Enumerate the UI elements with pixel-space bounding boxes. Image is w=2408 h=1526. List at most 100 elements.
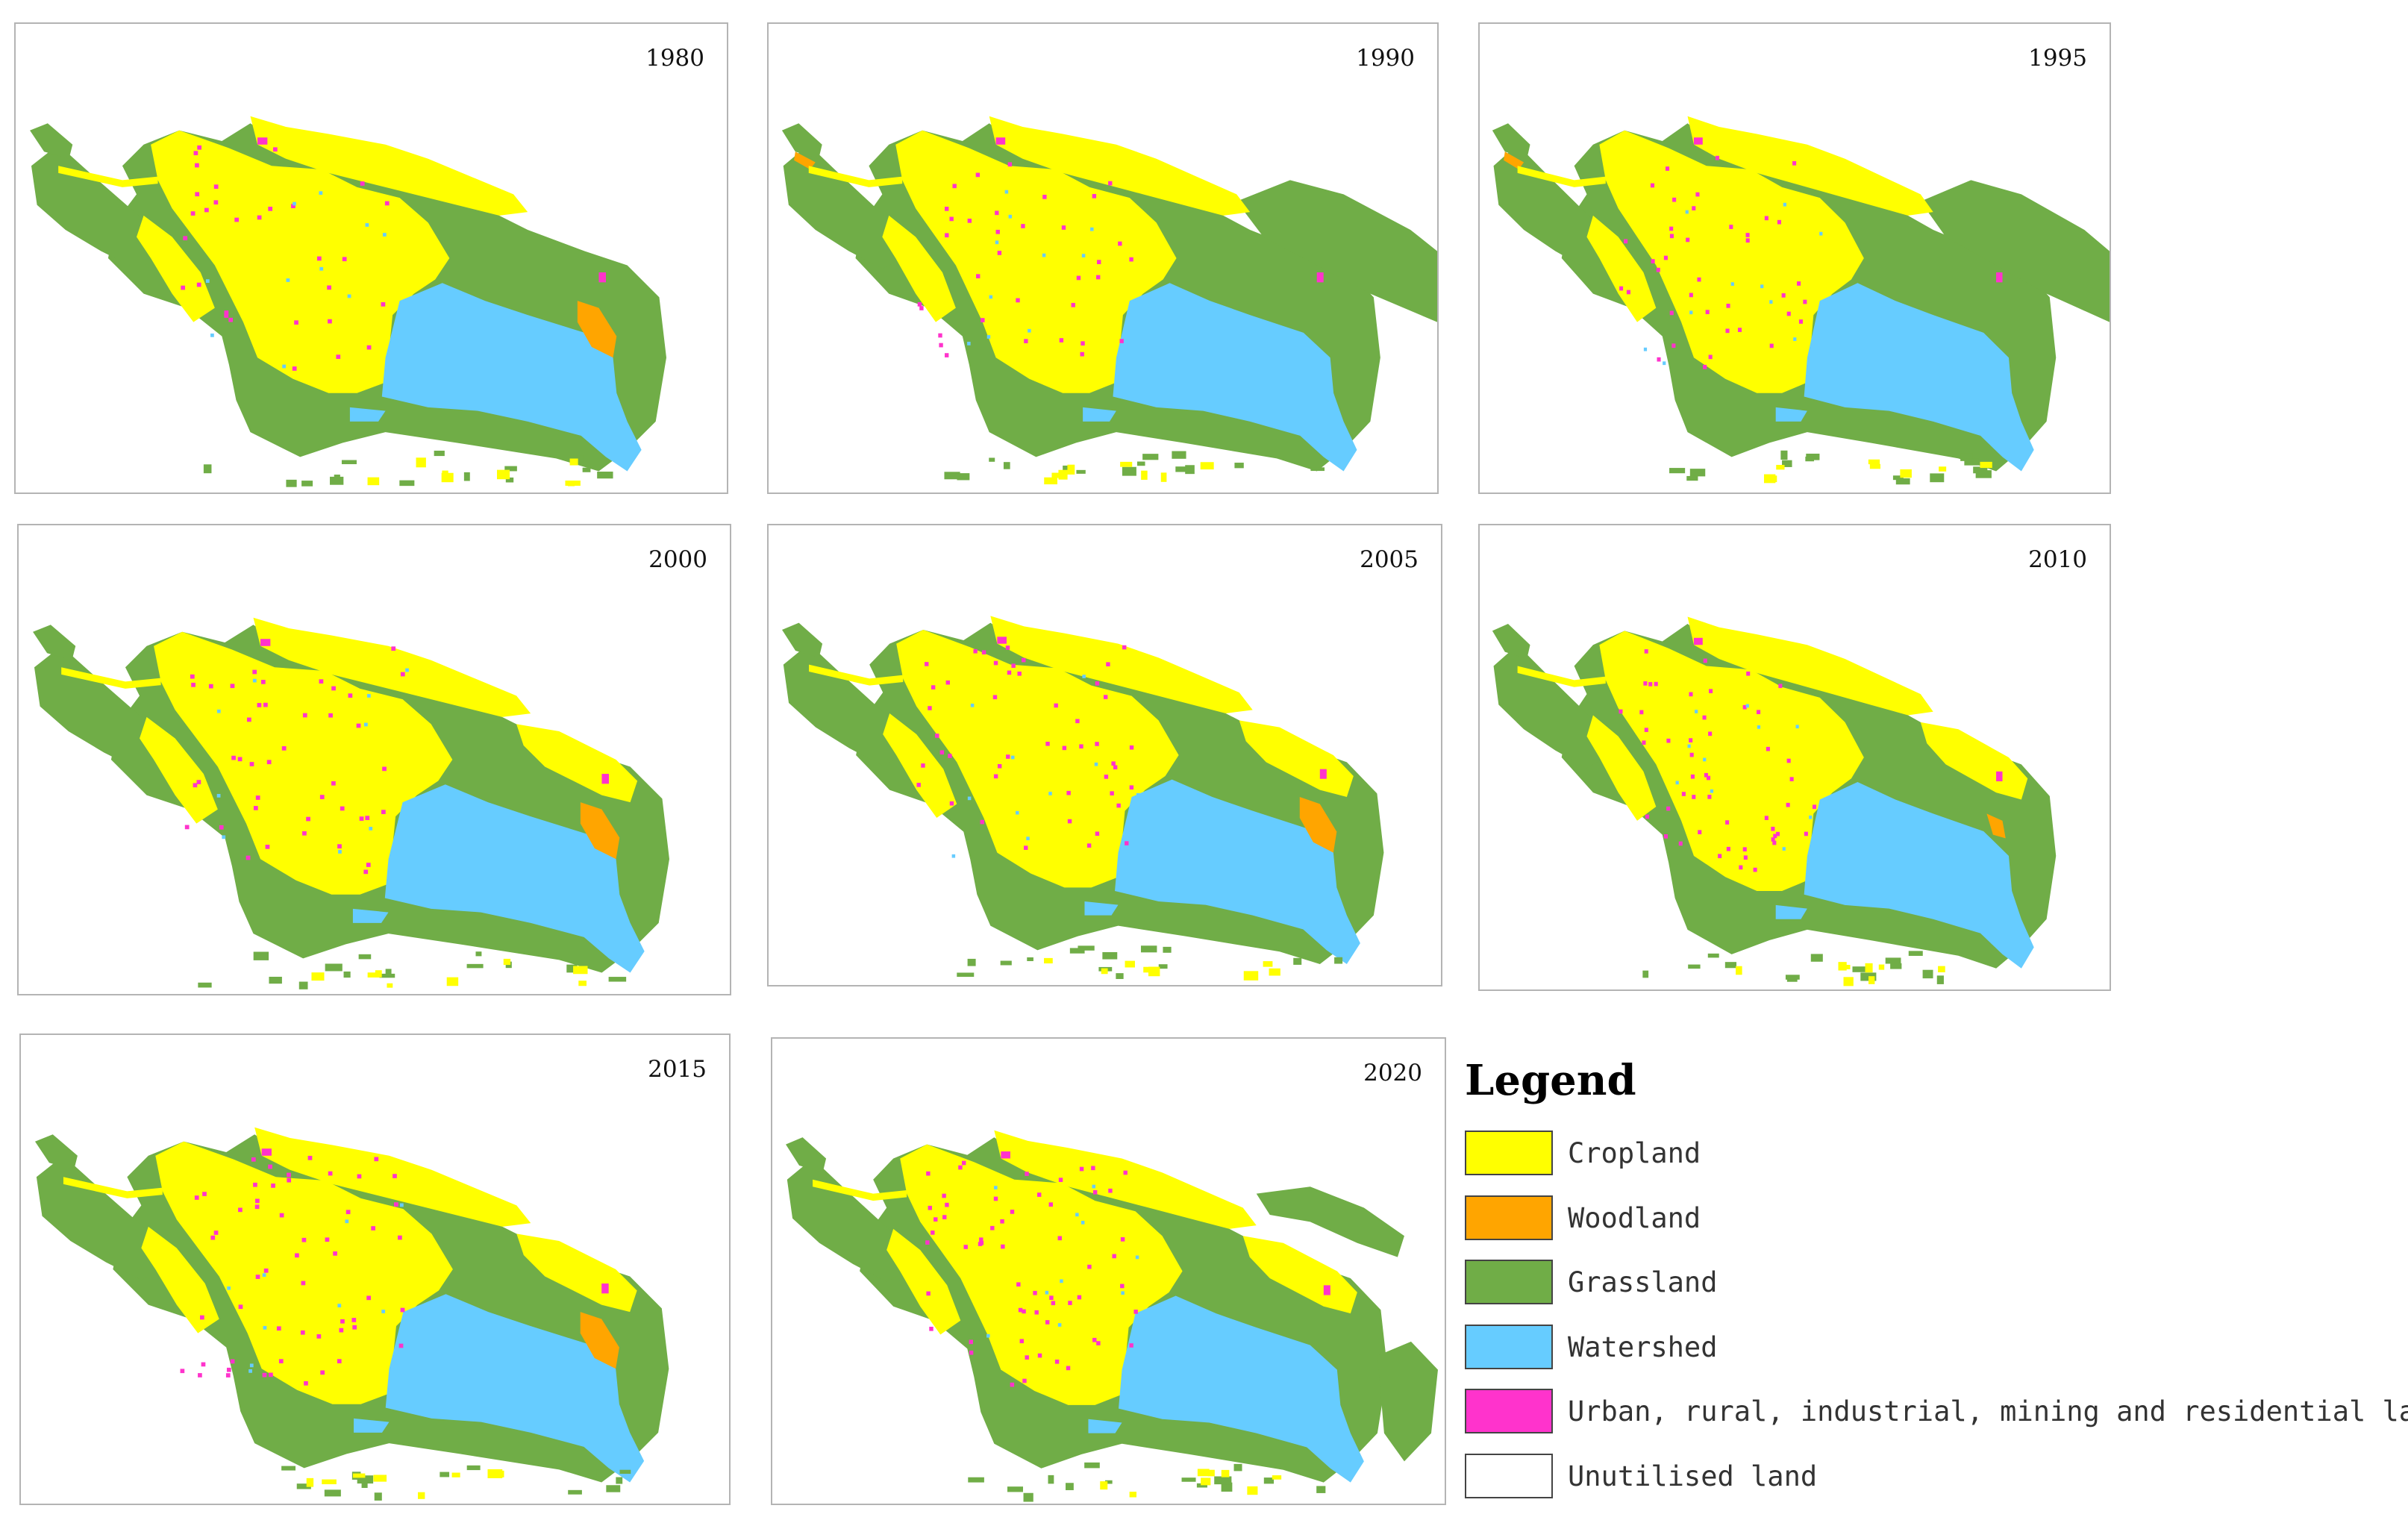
urban-patch [1034, 1310, 1039, 1315]
urban-patch [945, 207, 949, 211]
urban-patch [1746, 671, 1751, 676]
grassland-patch [1724, 962, 1737, 969]
urban-patch [1725, 820, 1730, 825]
urban-patch [1129, 1343, 1133, 1348]
urban-patch [1626, 290, 1630, 295]
watershed-speck [1757, 725, 1761, 729]
grassland-patch [1140, 945, 1157, 953]
urban-patch [1656, 267, 1660, 272]
legend-label: Grassland [1568, 1266, 1718, 1298]
urban-patch [1715, 155, 1719, 160]
urban-patch [356, 723, 361, 728]
cropland-patch [569, 458, 578, 466]
urban-patch [237, 757, 243, 762]
urban-patch [1095, 742, 1099, 746]
woodland-area [1299, 797, 1337, 853]
urban-patch [1054, 1359, 1060, 1364]
urban-patch [331, 781, 336, 786]
legend-title: Legend [1465, 1056, 1636, 1105]
land-use-map [34, 1127, 669, 1501]
grassland-patch [1964, 458, 1979, 466]
urban-patch [1663, 834, 1669, 839]
cropland-area [1599, 130, 1864, 393]
cropland-patch [1938, 966, 1945, 973]
grassland-patch [1233, 1463, 1242, 1472]
urban-patch [195, 192, 200, 197]
urban-patch [1665, 166, 1670, 171]
urban-patch [210, 1235, 216, 1240]
urban-patch [1753, 867, 1757, 872]
watershed-speck [1687, 744, 1691, 748]
grassland-patch [357, 1475, 374, 1484]
urban-patch [225, 1373, 231, 1378]
watershed-speck [1685, 210, 1689, 214]
urban-patch [255, 795, 260, 800]
urban-patch [1786, 758, 1791, 763]
grassland-patch [334, 475, 340, 479]
urban-patch [1798, 319, 1803, 324]
urban-patch [1081, 341, 1085, 346]
urban-patch [945, 233, 949, 238]
map-panel-2020: 2020 [771, 1037, 1446, 1505]
urban-patch [1703, 658, 1707, 663]
urban-patch [351, 1318, 357, 1322]
legend-item-urban-rural-land: Urban, rural, industrial, mining and res… [1465, 1386, 2408, 1436]
cropland-patch [1263, 961, 1273, 967]
urban-patch [263, 702, 268, 707]
grassland-area [1493, 645, 1606, 769]
urban-patch [1022, 1378, 1027, 1383]
cropland-patch [451, 1472, 460, 1477]
cropland-patch [1269, 968, 1280, 976]
woodland-area [580, 1312, 619, 1369]
urban-patch [980, 819, 984, 825]
watershed-speck [1081, 254, 1086, 257]
urban-patch [257, 137, 268, 145]
urban-patch [1057, 1236, 1062, 1241]
panel-year-label: 1995 [2028, 45, 2087, 72]
urban-patch [1672, 197, 1677, 202]
urban-patch [1729, 225, 1733, 229]
urban-patch [366, 1295, 371, 1301]
urban-patch [357, 1174, 362, 1179]
urban-patch [230, 684, 235, 689]
urban-patch [238, 1304, 243, 1310]
map-panel-1995: 1995 [1478, 22, 2111, 494]
urban-patch [398, 1343, 404, 1348]
urban-patch [598, 272, 606, 283]
urban-patch [271, 1183, 275, 1188]
grassland-patch [1782, 460, 1792, 467]
urban-patch [928, 706, 932, 710]
grassland-patch [1973, 466, 1988, 474]
watershed-area [381, 283, 642, 472]
urban-patch [1106, 662, 1110, 666]
cropland-patch [1878, 964, 1885, 970]
grassland-patch [1104, 1480, 1113, 1484]
grassland-patch [466, 963, 484, 969]
watershed-speck [1795, 725, 1799, 729]
cropland-patch [488, 1470, 504, 1477]
urban-patch [254, 1204, 260, 1210]
watershed-speck [248, 1369, 252, 1373]
grassland-area [1492, 123, 1530, 159]
urban-patch [916, 783, 921, 787]
grassland-patch [597, 472, 613, 479]
cropland-patch [1044, 957, 1053, 964]
cropland-patch [1865, 963, 1873, 973]
watershed-speck [986, 335, 991, 339]
cropland-patch [1243, 971, 1259, 981]
watershed-speck [1730, 282, 1734, 287]
urban-patch [295, 1253, 299, 1258]
urban-patch [1323, 1285, 1330, 1295]
panel-year-label: 2020 [1363, 1060, 1422, 1086]
urban-patch [1789, 777, 1794, 781]
grassland-patch [1221, 1482, 1233, 1492]
urban-patch [337, 844, 342, 849]
watershed-speck [319, 191, 323, 196]
urban-patch [394, 1202, 398, 1207]
grassland-patch [1027, 957, 1033, 961]
urban-patch [958, 1165, 963, 1170]
urban-patch [255, 1275, 260, 1279]
urban-patch [384, 201, 390, 206]
woodland-area [580, 802, 620, 860]
woodland-area [1986, 813, 2006, 839]
